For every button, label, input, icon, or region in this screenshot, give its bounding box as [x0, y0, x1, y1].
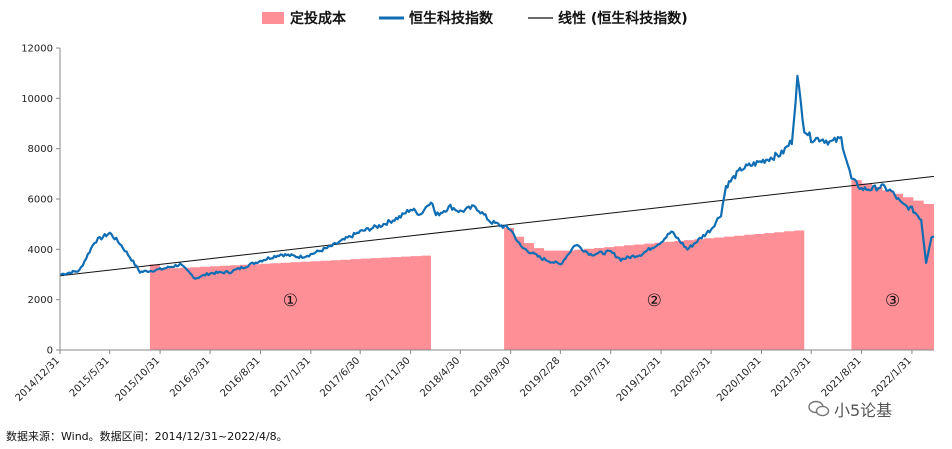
legend-swatch-cost: [262, 12, 284, 24]
segment-label: ①: [283, 291, 298, 311]
x-tick-label: 2017/11/30: [364, 355, 413, 404]
cost-area-segment: [851, 180, 934, 350]
cost-area-segment: [504, 227, 805, 350]
y-tick-label: 10000: [21, 94, 53, 105]
segment-label: ③: [885, 291, 900, 311]
legend: 定投成本 恒生科技指数 线性 (恒生科技指数): [262, 10, 688, 27]
y-tick-label: 8000: [28, 144, 53, 155]
x-tick-label: 2021/8/31: [820, 355, 864, 399]
y-tick-label: 6000: [28, 195, 53, 206]
segment-label-layer: ① ② ③: [283, 291, 901, 311]
segment-label: ②: [647, 291, 662, 311]
x-tick-label: 2018/9/30: [469, 355, 513, 399]
x-tick-label: 2019/12/31: [615, 355, 664, 404]
wechat-icon: [808, 400, 830, 417]
x-tick-label: 2015/5/31: [68, 355, 112, 399]
y-tick-label: 4000: [28, 245, 53, 256]
watermark-text: 小5论基: [834, 401, 893, 420]
x-tick-label: 2017/1/31: [269, 355, 313, 399]
x-tick-label: 2016/8/31: [219, 355, 263, 399]
trendline-layer: [59, 175, 935, 277]
cost-area-layer: [149, 180, 934, 350]
x-tick-label: 2014/12/31: [14, 355, 63, 404]
x-tick-label: 2020/10/31: [715, 355, 764, 404]
x-tick-label: 2018/4/30: [418, 355, 462, 399]
x-tick-label: 2021/3/31: [769, 355, 813, 399]
legend-label-index: 恒生科技指数: [409, 10, 494, 27]
legend-label-trend: 线性 (恒生科技指数): [558, 10, 688, 27]
source-note: 数据来源：Wind。数据区间：2014/12/31~2022/4/8。: [6, 430, 288, 443]
cost-area-segment: [149, 255, 431, 350]
trendline: [59, 175, 935, 277]
index-line-layer: [59, 74, 934, 280]
legend-label-cost: 定投成本: [290, 10, 347, 27]
y-tick-label: 2000: [28, 295, 53, 306]
index-line: [59, 74, 934, 280]
x-tick-label: 2020/5/31: [669, 355, 713, 399]
y-tick-layer: 0 2000 4000 6000 8000 10000 12000: [21, 44, 60, 357]
x-tick-label: 2019/7/31: [569, 355, 613, 399]
y-tick-label: 12000: [21, 44, 53, 55]
x-tick-label: 2019/2/28: [518, 355, 562, 399]
x-tick-label: 2016/3/31: [168, 355, 212, 399]
x-tick-layer: 2014/12/31 2015/5/31 2015/10/31 2016/3/31 20…: [14, 350, 914, 404]
x-tick-label: 2015/10/31: [114, 355, 163, 404]
x-tick-label: 2017/6/30: [318, 355, 362, 399]
x-tick-label: 2022/1/31: [870, 355, 914, 399]
watermark: 小5论基: [808, 397, 892, 421]
y-tick-label: 0: [47, 346, 53, 357]
